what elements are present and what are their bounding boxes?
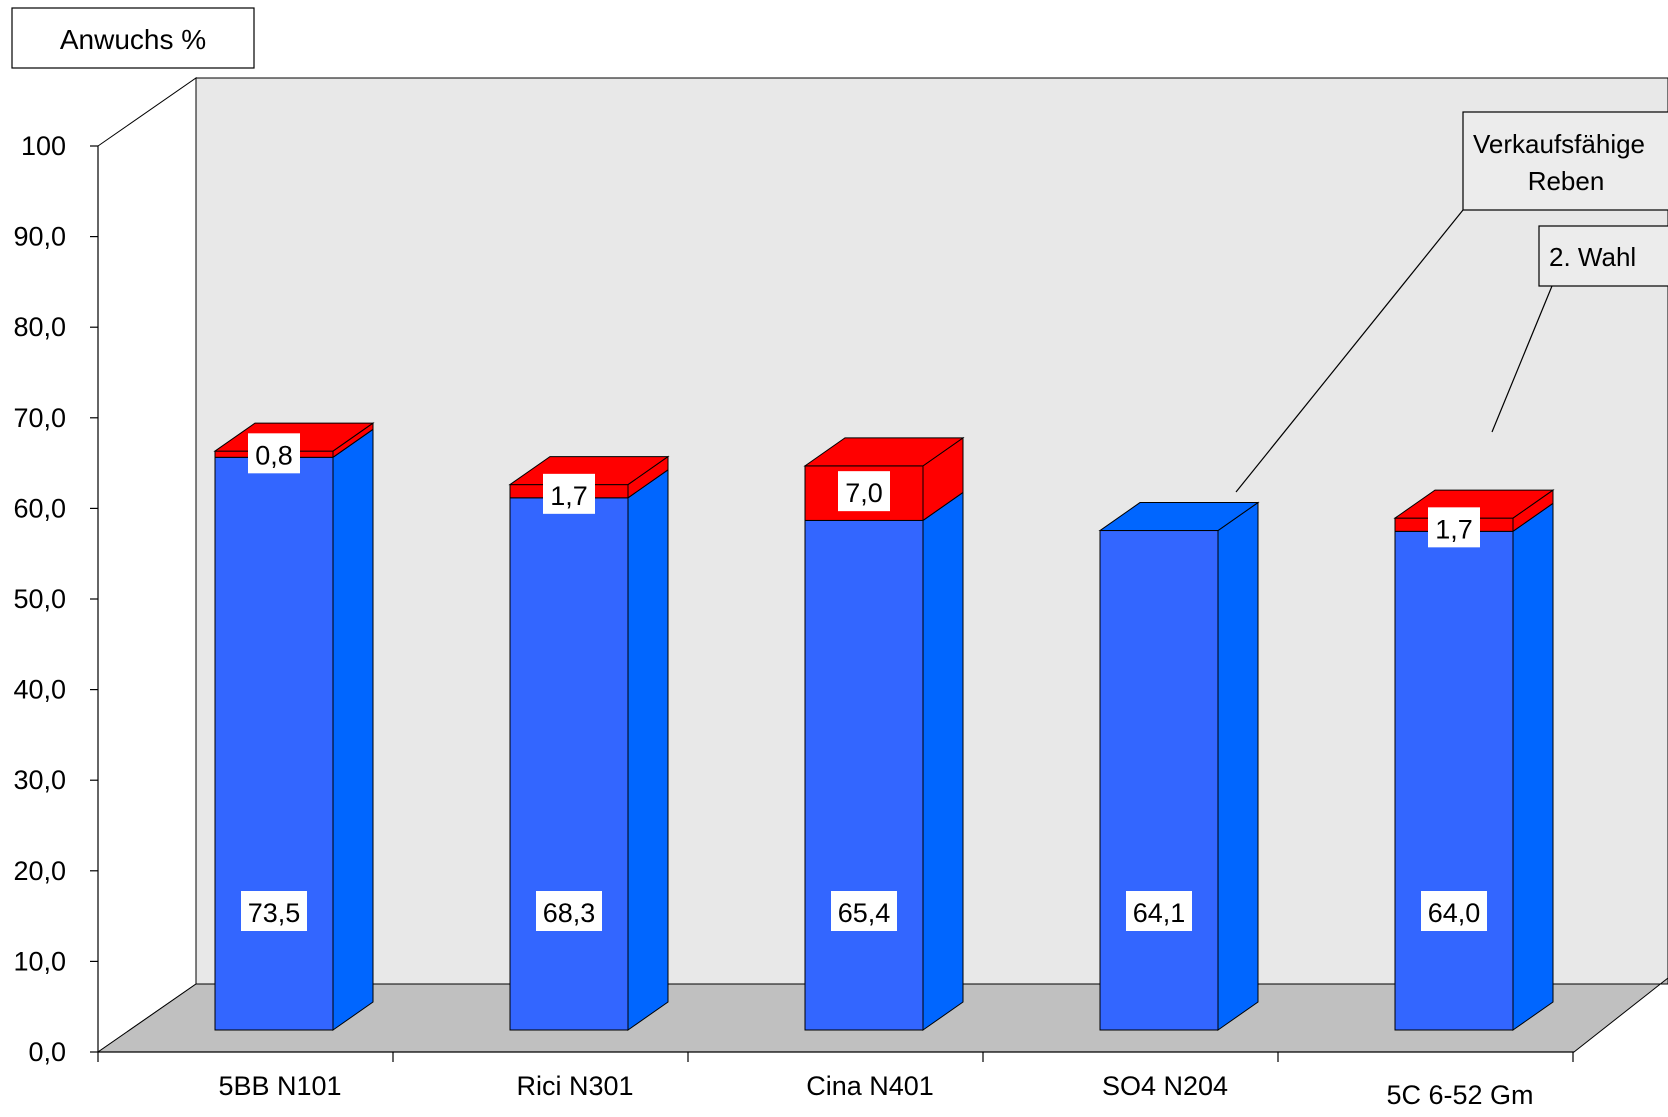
- data-label-series2-bg: [248, 433, 300, 474]
- y-tick-label: 80,0: [13, 312, 66, 342]
- y-tick-label: 20,0: [13, 856, 66, 886]
- data-label-series1-bg: [831, 891, 897, 931]
- y-axis-title-box: [11, 7, 255, 69]
- y-axis-title: Anwuchs %: [60, 24, 206, 55]
- data-label-series1: 73,5: [248, 898, 301, 928]
- x-category-label: SO4 N204: [1102, 1071, 1228, 1101]
- y-tick-label: 30,0: [13, 765, 66, 795]
- data-label-series2: 7,0: [845, 478, 883, 508]
- x-category-label: 5C 6-52 Gm: [1386, 1080, 1533, 1110]
- data-label-series2-bg: [1428, 507, 1480, 548]
- callout-series2-label: 2. Wahl: [1549, 242, 1636, 272]
- bar-series1-front: [509, 497, 629, 1031]
- data-label-series1-bg: [241, 891, 307, 931]
- bar-series1-side: [1217, 501, 1259, 1031]
- callout-series1-line2: Reben: [1528, 166, 1605, 196]
- bar-top-face: [1098, 502, 1260, 532]
- y-tick-label: 90,0: [13, 222, 66, 252]
- data-label-series1-bg: [1421, 891, 1487, 931]
- bar-series1-front: [1099, 530, 1219, 1031]
- data-label-series2-bg: [838, 471, 890, 512]
- bar-stack: [213, 422, 375, 1031]
- y-tick-label: 0,0: [28, 1037, 66, 1067]
- data-label-series1: 64,1: [1133, 898, 1186, 928]
- y-tick-label: 40,0: [13, 675, 66, 705]
- bar-stack: [803, 436, 965, 1031]
- bar-top-face: [803, 437, 965, 467]
- data-label-series1-bg: [1126, 891, 1192, 931]
- bar-series1-side: [1512, 502, 1554, 1031]
- data-label-series1: 65,4: [838, 898, 891, 928]
- x-category-label: 5BB N101: [218, 1071, 341, 1101]
- bar-series1-side: [627, 468, 669, 1031]
- data-label-series2: 0,8: [255, 440, 293, 470]
- callout-series1-line1: Verkaufsfähige: [1473, 129, 1645, 159]
- data-label-series2-bg: [543, 473, 595, 514]
- callout-series2-box: [1538, 225, 1668, 287]
- bar-series1-front: [1394, 530, 1514, 1031]
- callout-series1-box: [1462, 111, 1668, 211]
- y-tick-label: 70,0: [13, 403, 66, 433]
- data-label-series1: 68,3: [543, 898, 596, 928]
- bar-series1-front: [804, 519, 924, 1031]
- y-tick-label: 100: [21, 131, 66, 161]
- callout-series2-leader: [1491, 285, 1553, 433]
- bar-series1-side: [332, 428, 374, 1031]
- data-label-series2: 1,7: [550, 481, 588, 511]
- bar-series1-front: [214, 456, 334, 1031]
- x-category-label: Rici N301: [516, 1071, 633, 1101]
- bar-stack: [1098, 501, 1260, 1031]
- data-label-series2: 1,7: [1435, 514, 1473, 544]
- y-tick-label: 10,0: [13, 946, 66, 976]
- bar-stack: [1393, 489, 1555, 1031]
- chart-left-wall: [97, 77, 197, 1053]
- x-category-label: Cina N401: [806, 1071, 934, 1101]
- callout-series1-leader: [1235, 209, 1464, 493]
- data-label-series1: 64,0: [1428, 898, 1481, 928]
- y-tick-label: 60,0: [13, 493, 66, 523]
- bar-stack: [508, 455, 670, 1031]
- bar-series1-side: [922, 491, 964, 1031]
- data-label-series1-bg: [536, 891, 602, 931]
- y-tick-label: 50,0: [13, 584, 66, 614]
